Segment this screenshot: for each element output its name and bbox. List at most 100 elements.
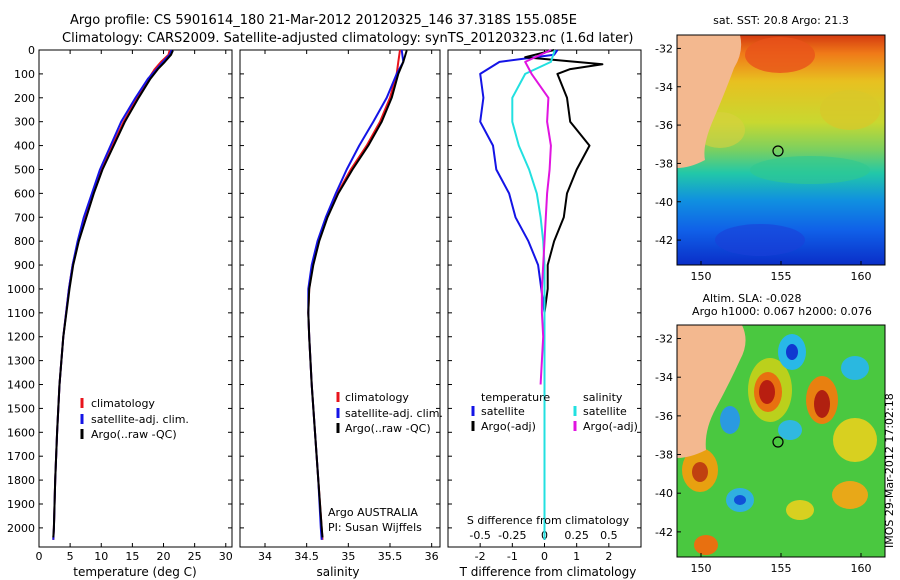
map-lat-tick-label: -32 xyxy=(655,333,673,346)
depth-tick-label: 400 xyxy=(14,140,35,153)
sla-field xyxy=(677,325,885,557)
temperature-x-tick-label: 30 xyxy=(219,550,233,563)
map-lat-tick-label: -36 xyxy=(655,410,673,423)
depth-tick-label: 300 xyxy=(14,116,35,129)
salinity-x-tick-label: 35.5 xyxy=(378,550,403,563)
temperature-x-tick-label: 25 xyxy=(188,550,202,563)
difference-series-2 xyxy=(524,49,604,540)
depth-tick-label: 1000 xyxy=(7,283,35,296)
depth-tick-label: 500 xyxy=(14,163,35,176)
sla-map-title: Altim. SLA: -0.028 xyxy=(702,292,801,305)
temp-legend-argo: Argo(..raw -QC) xyxy=(91,428,177,441)
sst-profile-location-marker xyxy=(772,145,784,157)
depth-tick-label: 600 xyxy=(14,187,35,200)
sal-legend-satellite: satellite-adj. clim. xyxy=(345,407,443,420)
depth-tick-label: 1600 xyxy=(7,426,35,439)
difference-series-3 xyxy=(511,49,556,540)
temperature-legend: climatology satellite-adj. clim. Argo(..… xyxy=(80,397,189,441)
temperature-xlabel: temperature (deg C) xyxy=(73,565,196,579)
map-lon-tick-label: 155 xyxy=(771,562,792,575)
depth-tick-label: 100 xyxy=(14,68,35,81)
depth-tick-label: 2000 xyxy=(7,522,35,535)
diff-t-tick-label: 0 xyxy=(541,550,548,563)
sal-legend-climatology: climatology xyxy=(345,391,409,404)
sla-map-subtitle: Argo h1000: 0.067 h2000: 0.076 xyxy=(692,305,872,318)
map-lon-tick-label: 160 xyxy=(851,562,872,575)
depth-tick-label: 1900 xyxy=(7,498,35,511)
depth-tick-label: 1400 xyxy=(7,379,35,392)
salinity-x-tick-label: 34.5 xyxy=(294,550,319,563)
map-lat-tick-label: -40 xyxy=(655,487,673,500)
salinity-panel: 34 34.5 35 35.5 36 salinity climatology sate… xyxy=(239,49,443,579)
temperature-x-tick-label: 10 xyxy=(94,550,108,563)
map-lon-tick-label: 150 xyxy=(691,562,712,575)
map-lat-tick-label: -34 xyxy=(655,371,673,384)
figure-title-line2: Climatology: CARS2009. Satellite-adjuste… xyxy=(62,31,634,46)
map-lat-tick-label: -42 xyxy=(655,234,673,247)
depth-tick-label: 1100 xyxy=(7,307,35,320)
float-annotation-line1: Argo AUSTRALIA xyxy=(328,506,418,519)
map-lat-tick-label: -42 xyxy=(655,526,673,539)
temperature-x-tick-label: 20 xyxy=(157,550,171,563)
map-lat-tick-label: -32 xyxy=(655,42,673,55)
temperature-x-tick-label: 0 xyxy=(36,550,43,563)
map-lat-tick-label: -40 xyxy=(655,196,673,209)
diff-legend-s-argo: Argo(-adj) xyxy=(583,420,638,433)
depth-tick-label: 700 xyxy=(14,211,35,224)
diff-s-tick-label: -0.25 xyxy=(498,529,526,542)
map-lat-tick-label: -38 xyxy=(655,157,673,170)
depth-tick-label: 800 xyxy=(14,235,35,248)
diff-legend-t-satellite: satellite xyxy=(481,405,525,418)
map-lon-tick-label: 160 xyxy=(851,270,872,283)
depth-tick-label: 1700 xyxy=(7,450,35,463)
depth-tick-label: 900 xyxy=(14,259,35,272)
depth-tick-label: 1800 xyxy=(7,474,35,487)
map-lat-tick-label: -36 xyxy=(655,119,673,132)
depth-tick-label: 200 xyxy=(14,92,35,105)
salinity-legend: climatology satellite-adj. clim. Argo(..… xyxy=(336,391,443,435)
salinity-xlabel: salinity xyxy=(316,565,359,579)
diff-t-tick-label: -1 xyxy=(507,550,518,563)
sal-legend-argo: Argo(..raw -QC) xyxy=(345,422,431,435)
temperature-x-tick-label: 15 xyxy=(125,550,139,563)
sst-field xyxy=(677,35,885,265)
diff-s-tick-label: 0.25 xyxy=(564,529,589,542)
t-difference-xlabel: T difference from climatology xyxy=(459,565,637,579)
s-difference-xlabel: S difference from climatology xyxy=(467,514,630,527)
diff-legend-temperature-header: temperature xyxy=(481,391,550,404)
sst-map-title: sat. SST: 20.8 Argo: 21.3 xyxy=(713,14,849,27)
temp-legend-climatology: climatology xyxy=(91,397,155,410)
difference-series-4 xyxy=(524,49,552,385)
difference-panel: -2 -1 0 1 2-0.5 -0.25 0 0.25 0.5 S difference fr… xyxy=(447,49,642,579)
diff-t-tick-label: -2 xyxy=(475,550,486,563)
temperature-series-3 xyxy=(52,50,174,538)
diff-t-tick-label: 1 xyxy=(573,550,580,563)
depth-tick-label: 1500 xyxy=(7,402,35,415)
salinity-x-tick-label: 36 xyxy=(425,550,439,563)
map-lat-tick-label: -34 xyxy=(655,81,673,94)
float-annotation-line2: PI: Susan Wijffels xyxy=(328,521,422,534)
sst-map-panel: sat. SST: 20.8 Argo: 21.3 150 155 160 -32 -3… xyxy=(655,14,886,283)
diff-s-tick-label: -0.5 xyxy=(469,529,490,542)
temperature-x-tick-label: 5 xyxy=(67,550,74,563)
sla-profile-location-marker xyxy=(772,436,784,448)
depth-tick-label: 1200 xyxy=(7,331,35,344)
map-lat-tick-label: -38 xyxy=(655,449,673,462)
diff-t-tick-label: 2 xyxy=(605,550,612,563)
figure-title-line1: Argo profile: CS 5901614_180 21-Mar-2012… xyxy=(70,13,577,28)
sla-map-panel: Altim. SLA: -0.028 Argo h1000: 0.067 h20… xyxy=(655,292,886,575)
depth-tick-label: 0 xyxy=(28,44,35,57)
imos-credit: IMOS 29-Mar-2012 17:02:18 xyxy=(883,393,896,548)
difference-legend: temperature salinity satellite Argo(-adj… xyxy=(471,391,638,433)
diff-legend-s-satellite: satellite xyxy=(583,405,627,418)
diff-legend-t-argo: Argo(-adj) xyxy=(481,420,536,433)
diff-legend-salinity-header: salinity xyxy=(583,391,623,404)
map-lon-tick-label: 150 xyxy=(691,270,712,283)
temperature-panel: 0100200300400500600700800900100011001200… xyxy=(7,44,233,579)
map-lon-tick-label: 155 xyxy=(771,270,792,283)
depth-tick-label: 1300 xyxy=(7,355,35,368)
diff-s-tick-label: 0.5 xyxy=(600,529,618,542)
salinity-x-tick-label: 35 xyxy=(341,550,355,563)
salinity-series-3 xyxy=(307,50,408,538)
